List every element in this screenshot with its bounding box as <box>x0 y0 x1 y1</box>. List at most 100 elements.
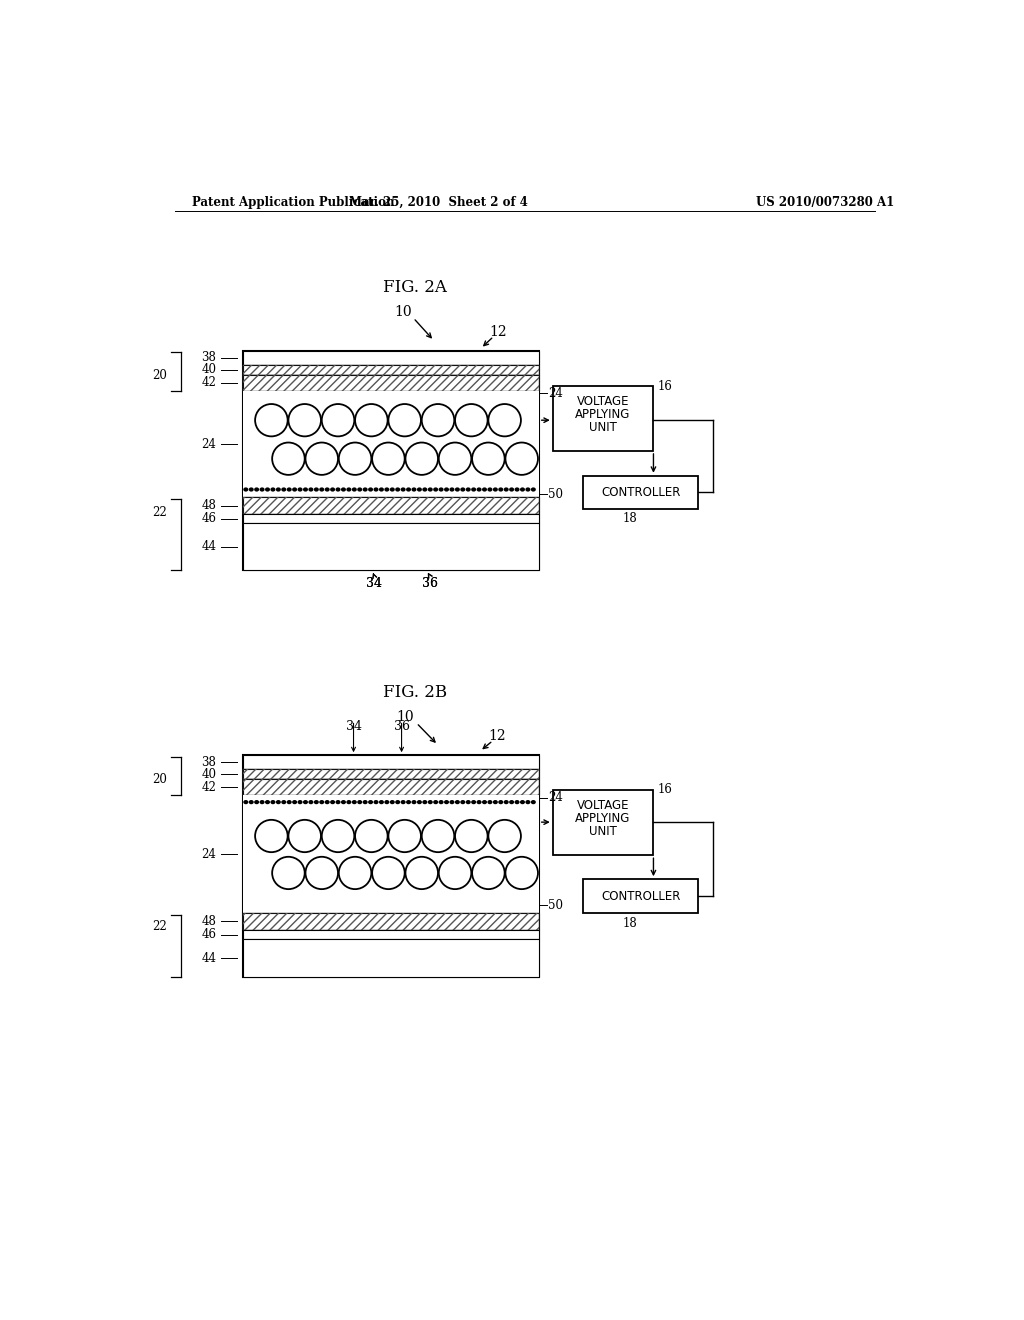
Ellipse shape <box>336 487 341 491</box>
Text: 44: 44 <box>202 540 216 553</box>
Text: 46: 46 <box>202 512 216 525</box>
Ellipse shape <box>455 800 460 804</box>
Bar <box>243 351 539 570</box>
Ellipse shape <box>422 404 455 437</box>
Ellipse shape <box>406 857 438 890</box>
Text: 36: 36 <box>422 577 438 590</box>
Bar <box>243 524 539 570</box>
Text: 20: 20 <box>152 772 167 785</box>
Text: APPLYING: APPLYING <box>575 408 631 421</box>
Ellipse shape <box>417 800 422 804</box>
Ellipse shape <box>292 487 297 491</box>
Ellipse shape <box>384 800 389 804</box>
Ellipse shape <box>339 442 372 475</box>
Ellipse shape <box>455 404 487 437</box>
Ellipse shape <box>319 800 325 804</box>
Ellipse shape <box>372 857 404 890</box>
Bar <box>553 387 653 451</box>
Ellipse shape <box>298 487 302 491</box>
Ellipse shape <box>341 800 346 804</box>
Ellipse shape <box>471 487 476 491</box>
Text: 36: 36 <box>422 577 438 590</box>
Bar <box>243 391 539 498</box>
Ellipse shape <box>525 487 530 491</box>
Text: 22: 22 <box>152 920 167 933</box>
Bar <box>243 913 539 929</box>
Text: 44: 44 <box>202 952 216 965</box>
Ellipse shape <box>308 800 313 804</box>
Ellipse shape <box>249 800 254 804</box>
Text: 18: 18 <box>623 512 638 525</box>
Text: 24: 24 <box>202 437 216 450</box>
Bar <box>553 789 653 855</box>
Ellipse shape <box>308 487 313 491</box>
Text: 10: 10 <box>394 305 412 319</box>
Bar <box>243 364 539 375</box>
Text: 12: 12 <box>488 325 507 339</box>
Ellipse shape <box>374 487 379 491</box>
Ellipse shape <box>525 800 530 804</box>
Ellipse shape <box>438 857 471 890</box>
Ellipse shape <box>506 442 538 475</box>
Ellipse shape <box>417 487 422 491</box>
Ellipse shape <box>289 820 321 853</box>
Ellipse shape <box>530 800 536 804</box>
Ellipse shape <box>514 800 519 804</box>
Ellipse shape <box>339 857 372 890</box>
Text: 48: 48 <box>202 499 216 512</box>
Ellipse shape <box>292 800 297 804</box>
Ellipse shape <box>319 487 325 491</box>
Ellipse shape <box>352 487 356 491</box>
Ellipse shape <box>255 820 288 853</box>
Ellipse shape <box>325 487 330 491</box>
Text: 34: 34 <box>367 577 382 590</box>
Ellipse shape <box>466 800 471 804</box>
Text: 16: 16 <box>657 380 672 393</box>
Ellipse shape <box>428 487 433 491</box>
Ellipse shape <box>472 442 505 475</box>
Ellipse shape <box>305 857 338 890</box>
Text: Patent Application Publication: Patent Application Publication <box>191 195 394 209</box>
Ellipse shape <box>422 487 427 491</box>
Ellipse shape <box>270 487 275 491</box>
Ellipse shape <box>298 800 302 804</box>
Ellipse shape <box>476 800 481 804</box>
Ellipse shape <box>400 800 406 804</box>
Text: 50: 50 <box>548 899 563 912</box>
Text: VOLTAGE: VOLTAGE <box>577 799 630 812</box>
Bar <box>243 375 539 391</box>
Text: US 2010/0073280 A1: US 2010/0073280 A1 <box>756 195 894 209</box>
Ellipse shape <box>265 487 270 491</box>
Ellipse shape <box>444 800 450 804</box>
Ellipse shape <box>450 800 455 804</box>
Text: 16: 16 <box>657 783 672 796</box>
Ellipse shape <box>282 800 287 804</box>
Ellipse shape <box>455 820 487 853</box>
Ellipse shape <box>379 487 384 491</box>
Ellipse shape <box>357 800 362 804</box>
Text: 34: 34 <box>345 721 361 733</box>
Text: 22: 22 <box>152 506 167 519</box>
Ellipse shape <box>254 487 259 491</box>
Text: UNIT: UNIT <box>589 825 617 838</box>
Ellipse shape <box>460 487 465 491</box>
Text: FIG. 2B: FIG. 2B <box>383 684 446 701</box>
Ellipse shape <box>313 487 318 491</box>
Text: 18: 18 <box>623 916 638 929</box>
Ellipse shape <box>322 404 354 437</box>
Ellipse shape <box>303 487 308 491</box>
Text: 38: 38 <box>202 351 216 364</box>
Ellipse shape <box>313 800 318 804</box>
Bar <box>243 515 539 524</box>
Text: 24: 24 <box>548 791 563 804</box>
Ellipse shape <box>476 487 481 491</box>
Text: CONTROLLER: CONTROLLER <box>601 486 680 499</box>
Ellipse shape <box>346 800 351 804</box>
Ellipse shape <box>406 442 438 475</box>
Text: 42: 42 <box>202 376 216 389</box>
Ellipse shape <box>504 487 509 491</box>
Bar <box>243 913 539 929</box>
Text: 38: 38 <box>202 755 216 768</box>
Text: 40: 40 <box>202 767 216 780</box>
Text: UNIT: UNIT <box>589 421 617 434</box>
